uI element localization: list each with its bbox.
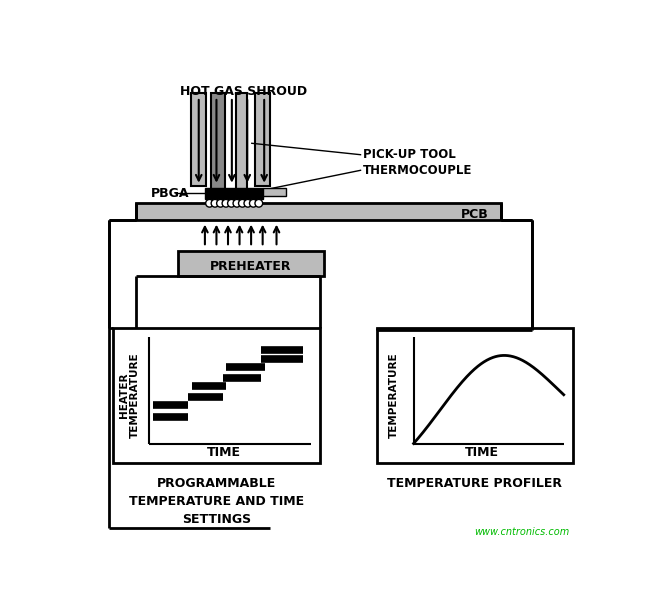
Circle shape	[227, 200, 236, 207]
Text: TEMPERATURE: TEMPERATURE	[389, 352, 399, 438]
Text: TEMPERATURE PROFILER: TEMPERATURE PROFILER	[387, 477, 562, 490]
Text: PREHEATER: PREHEATER	[210, 260, 292, 273]
Text: www.cntronics.com: www.cntronics.com	[474, 527, 569, 537]
Bar	[205, 188, 262, 198]
Text: HOT GAS SHROUD: HOT GAS SHROUD	[180, 86, 307, 99]
Text: TIME: TIME	[465, 446, 499, 460]
Circle shape	[222, 200, 229, 207]
Bar	[191, 93, 207, 185]
Text: TIME: TIME	[207, 446, 241, 460]
Text: PBGA: PBGA	[151, 187, 189, 200]
Bar	[211, 93, 225, 193]
Circle shape	[233, 200, 241, 207]
Circle shape	[244, 200, 252, 207]
Text: PICK-UP TOOL: PICK-UP TOOL	[363, 148, 456, 161]
Text: PCB: PCB	[460, 208, 488, 221]
Text: THERMOCOUPLE: THERMOCOUPLE	[363, 164, 472, 177]
Circle shape	[211, 200, 219, 207]
Circle shape	[238, 200, 246, 207]
Circle shape	[206, 200, 213, 207]
Text: HEATER
TEMPERATURE: HEATER TEMPERATURE	[119, 352, 140, 438]
Circle shape	[217, 200, 224, 207]
Bar	[236, 93, 247, 193]
Bar	[262, 188, 286, 195]
Circle shape	[255, 200, 262, 207]
Bar	[178, 251, 324, 275]
Circle shape	[250, 200, 257, 207]
Bar	[136, 203, 501, 220]
Bar	[255, 93, 270, 185]
Bar	[113, 328, 321, 463]
Bar	[376, 328, 573, 463]
Text: PROGRAMMABLE
TEMPERATURE AND TIME
SETTINGS: PROGRAMMABLE TEMPERATURE AND TIME SETTIN…	[129, 477, 304, 525]
